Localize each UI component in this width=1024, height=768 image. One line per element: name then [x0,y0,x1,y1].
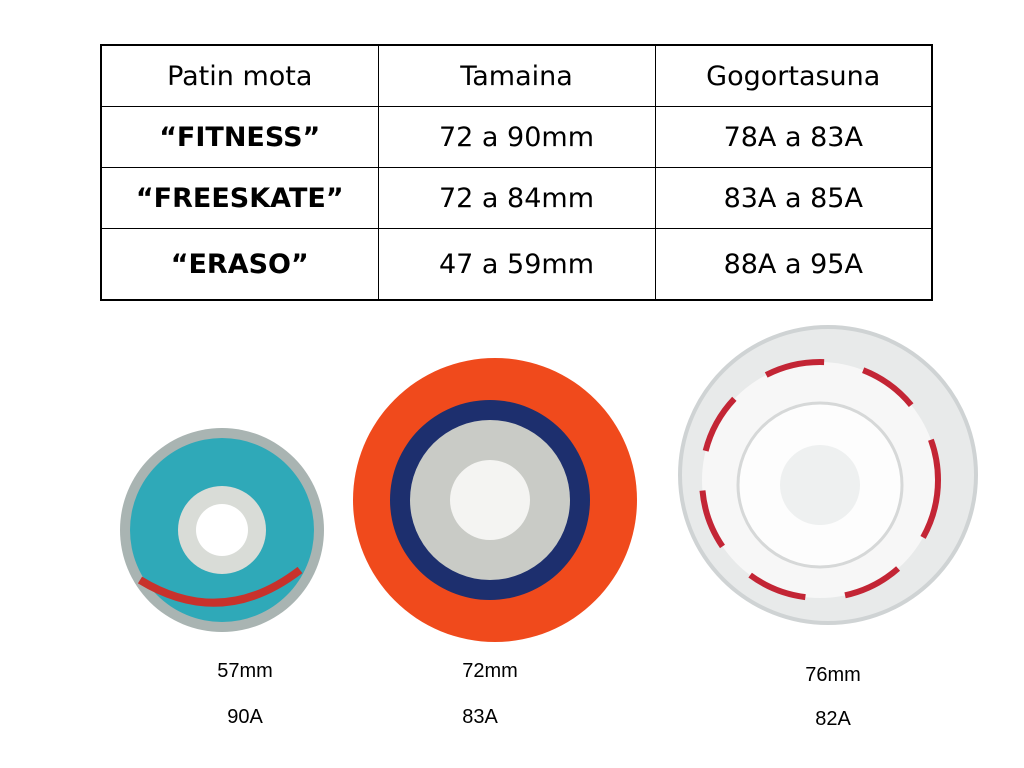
cell: 47 a 59mm [377,228,656,301]
wheel-hardness: 83A [462,706,498,728]
cell: “FREESKATE” [100,167,379,229]
cell: 72 a 84mm [377,167,656,229]
spec-table: Patin mota Tamaina Gogortasuna “FITNESS”… [100,44,933,301]
wheel-size: 72mm [462,660,518,682]
wheel-small [120,428,324,632]
wheel-hole [196,504,248,556]
row: “FREESKATE” 72 a 84mm 83A a 85A [100,167,933,229]
cell: 88A a 95A [654,228,933,301]
wheel-hardness: 90A [227,706,263,728]
cell: 72 a 90mm [377,106,656,168]
wheel-large [678,325,978,625]
cell: “FITNESS” [100,106,379,168]
wheel-size: 76mm [805,664,861,686]
wheel-size: 57mm [217,660,273,682]
wheel-hole [450,460,530,540]
header-row: Patin mota Tamaina Gogortasuna [100,44,933,107]
wheel-hole [780,445,860,525]
header-cell: Gogortasuna [654,44,933,107]
wheel-medium [353,358,637,642]
header-cell: Tamaina [377,44,656,107]
wheel-decor [137,566,303,607]
wheel-images [120,325,978,642]
wheel-hardness: 82A [815,708,851,730]
cell: 83A a 85A [654,167,933,229]
row: “FITNESS” 72 a 90mm 78A a 83A [100,106,933,168]
cell: “ERASO” [100,228,379,301]
row: “ERASO” 47 a 59mm 88A a 95A [100,228,933,301]
cell: 78A a 83A [654,106,933,168]
header-cell: Patin mota [100,44,379,107]
